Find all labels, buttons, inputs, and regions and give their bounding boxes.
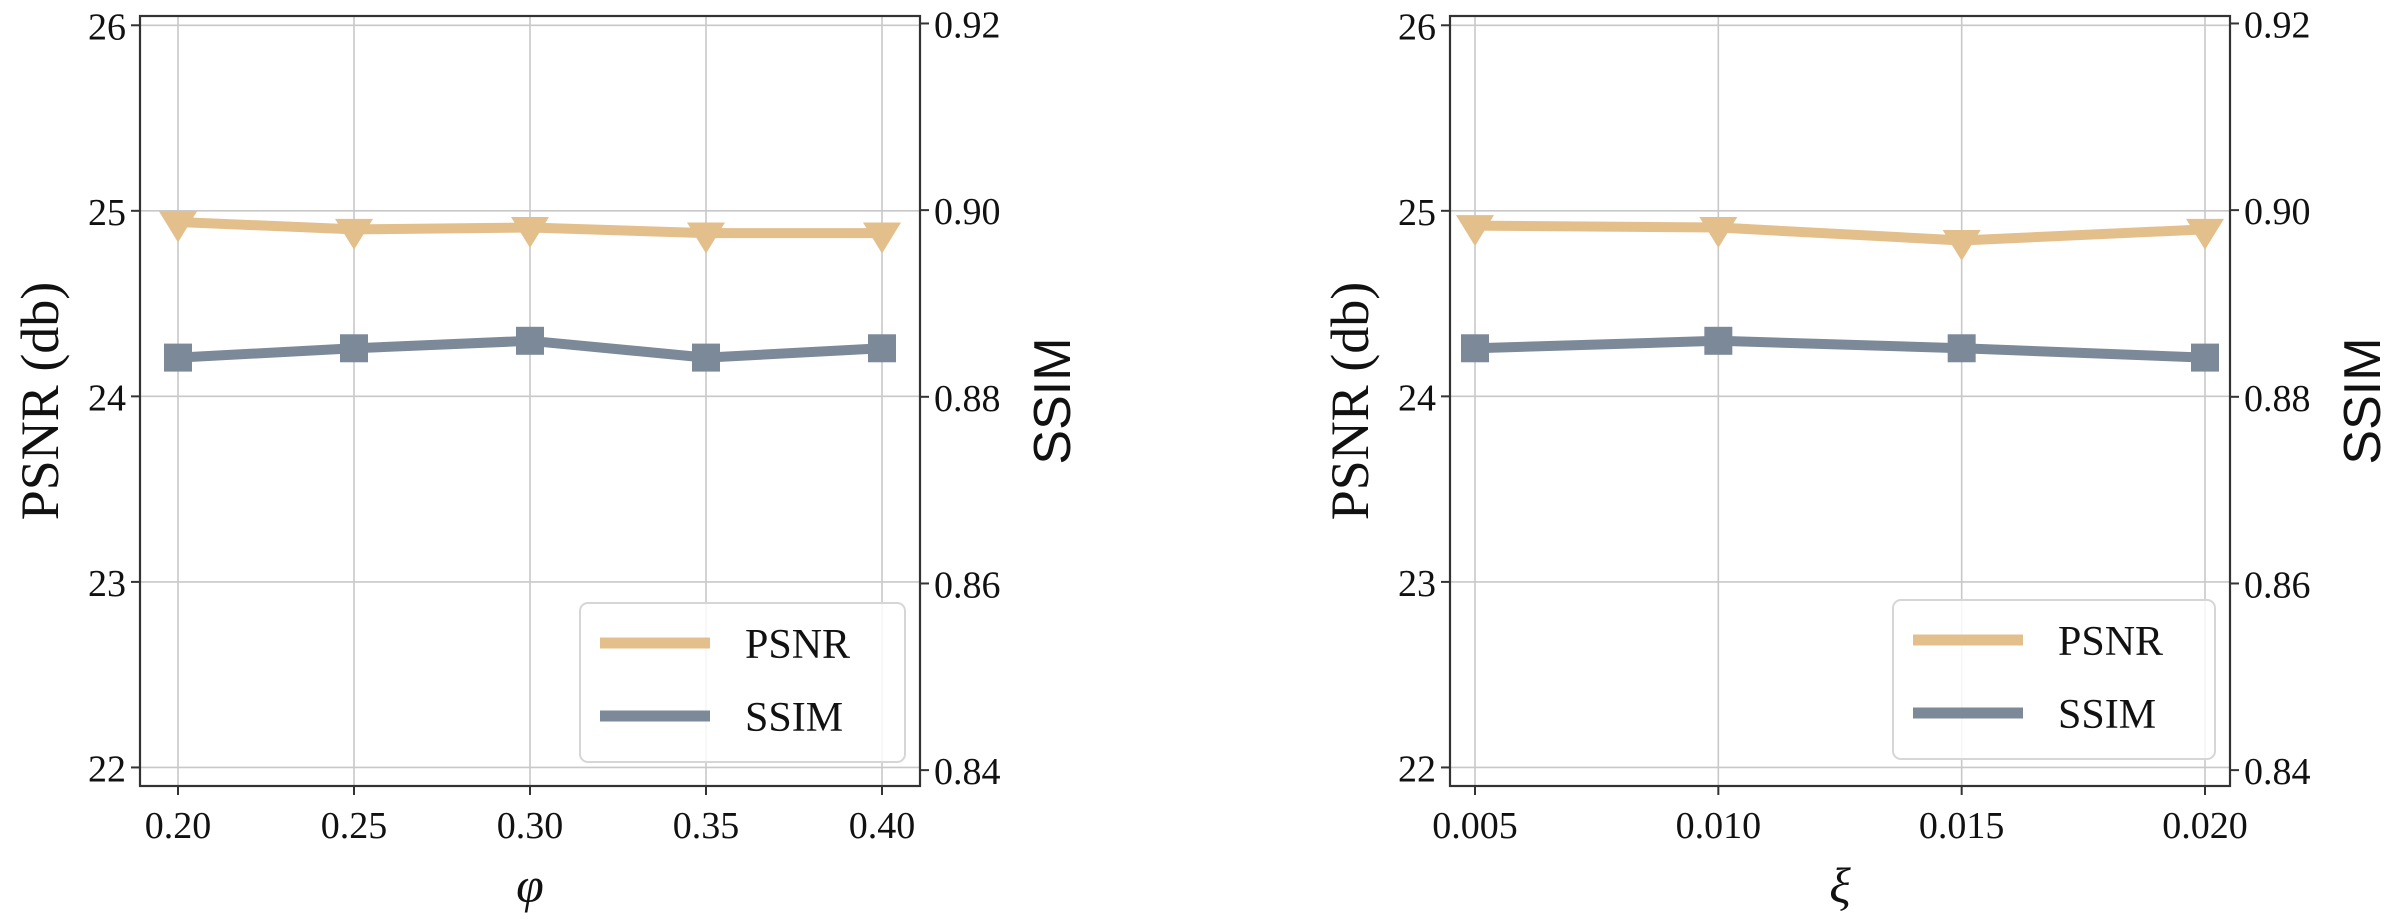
series-line-psnr [1470, 220, 2210, 246]
legend-label-psnr: PSNR [2058, 619, 2163, 665]
data-point-ssim [1704, 326, 1733, 355]
right-y-tick-label: 0.92 [934, 4, 1001, 46]
plot-frame [1448, 14, 2232, 788]
right-y-tick-label: 0.84 [2244, 751, 2311, 793]
data-point-ssim [2191, 343, 2219, 372]
data-point-ssim [1461, 334, 1489, 363]
x-tick-label: 0.35 [673, 805, 740, 847]
series-ssim [1461, 326, 2219, 372]
x-axis-label: ξ [1829, 857, 1851, 913]
legend-label-ssim: SSIM [2058, 692, 2156, 738]
data-point-ssim [692, 343, 720, 372]
right-y-axis-label: SSIM [2334, 337, 2392, 464]
right-y-tick-label: 0.88 [934, 378, 1001, 420]
x-tick-label: 0.020 [2162, 805, 2248, 847]
data-point-psnr [335, 218, 373, 250]
right-y-tick-label: 0.86 [2244, 564, 2311, 606]
legend: PSNR SSIM [579, 602, 906, 763]
chart-panel-2: 22 23 24 25 26 0.84 0.86 0.88 0.90 0.92 0.005 0.010… [1320, 4, 2392, 913]
x-tick-label: 0.25 [321, 805, 388, 847]
right-y-tick-label: 0.92 [2244, 4, 2311, 46]
left-y-tick-label: 22 [88, 748, 126, 790]
data-point-psnr [511, 216, 549, 248]
series-ssim [164, 326, 896, 372]
left-y-axis-label: PSNR (db) [10, 282, 70, 521]
right-y-axis-label: SSIM [1024, 337, 1082, 464]
data-point-psnr [1699, 216, 1738, 248]
data-point-ssim [516, 326, 544, 355]
right-y-tick-label: 0.88 [2244, 378, 2311, 420]
right-y-tick-label: 0.86 [934, 564, 1001, 606]
right-y-tick-label: 0.90 [934, 191, 1001, 233]
x-tick-label: 0.40 [849, 805, 916, 847]
legend-label-psnr: PSNR [745, 622, 850, 668]
data-point-psnr [2186, 218, 2224, 250]
legend: PSNR SSIM [1892, 599, 2216, 760]
legend-label-ssim: SSIM [745, 695, 843, 741]
left-y-axis-label: PSNR (db) [1320, 282, 1380, 521]
left-y-tick-label: 23 [88, 563, 126, 605]
right-y-tick-label: 0.90 [2244, 191, 2311, 233]
data-point-psnr [1456, 215, 1494, 247]
grid [140, 16, 920, 786]
x-tick-label: 0.30 [497, 805, 564, 847]
left-y-tick-label: 25 [1398, 192, 1436, 234]
series-line-ssim [1470, 335, 2210, 363]
data-point-ssim [164, 343, 192, 372]
data-point-ssim [868, 334, 896, 363]
series-psnr [1456, 215, 2224, 261]
left-y-tick-label: 25 [88, 192, 126, 234]
data-point-ssim [1947, 334, 1976, 363]
data-point-psnr [1942, 229, 1981, 261]
right-y-tick-label: 0.84 [934, 751, 1001, 793]
left-y-tick-label: 24 [1398, 377, 1436, 419]
left-y-tick-label: 23 [1398, 563, 1436, 605]
data-point-psnr [159, 211, 197, 243]
x-tick-label: 0.20 [145, 805, 212, 847]
data-point-ssim [340, 334, 368, 363]
x-axis-label: φ [516, 857, 544, 913]
series-psnr [159, 211, 901, 254]
left-y-tick-label: 26 [88, 6, 126, 48]
left-y-tick-label: 22 [1398, 748, 1436, 790]
left-y-tick-label: 26 [1398, 6, 1436, 48]
data-point-psnr [687, 222, 725, 254]
left-y-tick-label: 24 [88, 377, 126, 419]
legend-box [579, 602, 906, 763]
chart-panel-1: 22 23 24 25 26 0.84 0.86 0.88 0.90 0.92 0.20 0.25 0.… [10, 4, 1082, 913]
data-point-psnr [863, 222, 901, 254]
x-tick-label: 0.015 [1919, 805, 2005, 847]
legend-box [1892, 599, 2216, 760]
x-tick-label: 0.005 [1432, 805, 1518, 847]
x-tick-label: 0.010 [1676, 805, 1762, 847]
